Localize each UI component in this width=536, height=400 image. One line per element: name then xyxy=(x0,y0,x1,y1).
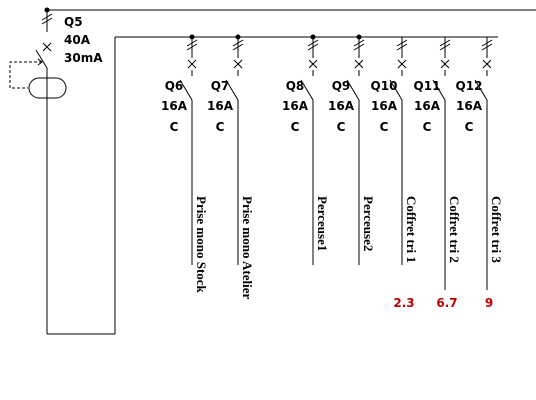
breaker-name: Q10 xyxy=(371,79,398,93)
breaker-name: Q11 xyxy=(414,79,441,93)
switch-mark xyxy=(482,59,492,69)
switch-mark xyxy=(354,59,364,69)
switch-mark xyxy=(186,39,198,51)
breaker-rating: 16A xyxy=(456,99,483,113)
breaker-rating: 16A xyxy=(371,99,398,113)
switch-mark xyxy=(232,39,244,51)
circuit-label: Perceuse2 xyxy=(361,196,376,251)
switch-mark xyxy=(233,59,243,69)
switch-blade xyxy=(389,79,403,101)
breaker-curve: C xyxy=(465,120,474,134)
breaker-rating: 16A xyxy=(161,99,188,113)
switch-mark xyxy=(307,39,319,51)
breaker-curve: C xyxy=(291,120,300,134)
switch-blade xyxy=(300,79,314,101)
circuit-label: Coffret tri 3 xyxy=(489,196,504,263)
breaker-name: Q6 xyxy=(165,79,184,93)
switch-mark xyxy=(481,39,493,51)
breaker-curve: C xyxy=(337,120,346,134)
switch-mark xyxy=(353,39,365,51)
switch-mark xyxy=(397,59,407,69)
switch-mark xyxy=(187,59,197,69)
switch-mark xyxy=(396,39,408,51)
switch-blade xyxy=(346,79,360,101)
circuit-label: Coffret tri 2 xyxy=(447,196,462,263)
main-rating: 40A xyxy=(64,33,91,47)
rcd-link xyxy=(9,61,42,89)
load-value: 6.7 xyxy=(436,296,457,310)
switch-mark xyxy=(308,59,318,69)
rcd-arrow xyxy=(37,58,43,66)
load-value: 9 xyxy=(485,296,493,310)
switch-mark xyxy=(440,59,450,69)
breaker-name: Q8 xyxy=(286,79,305,93)
load-value: 2.3 xyxy=(393,296,414,310)
switch-blade xyxy=(225,79,239,101)
breaker-curve: C xyxy=(423,120,432,134)
main-name: Q5 xyxy=(64,15,83,29)
breaker-rating: 16A xyxy=(414,99,441,113)
circuit-label: Prise mono Stock xyxy=(194,196,209,294)
switch-mark xyxy=(439,39,451,51)
main-sensitivity: 30mA xyxy=(64,51,103,65)
breaker-rating: 16A xyxy=(282,99,309,113)
breaker-rating: 16A xyxy=(328,99,355,113)
switch-blade xyxy=(179,79,193,101)
switch-mark xyxy=(42,42,52,52)
breaker-rating: 16A xyxy=(207,99,234,113)
breaker-curve: C xyxy=(170,120,179,134)
switch-blade xyxy=(474,79,488,101)
breaker-name: Q9 xyxy=(332,79,351,93)
breaker-name: Q12 xyxy=(456,79,483,93)
circuit-label: Prise mono Atelier xyxy=(240,196,255,299)
circuit-label: Coffret tri 1 xyxy=(404,196,419,263)
circuit-label: Perceuse1 xyxy=(315,196,330,251)
switch-mark xyxy=(41,13,53,25)
breaker-curve: C xyxy=(380,120,389,134)
breaker-name: Q7 xyxy=(211,79,230,93)
breaker-curve: C xyxy=(216,120,225,134)
rcd-symbol xyxy=(28,77,67,99)
switch-blade xyxy=(432,79,446,101)
switch-blade xyxy=(35,49,48,69)
